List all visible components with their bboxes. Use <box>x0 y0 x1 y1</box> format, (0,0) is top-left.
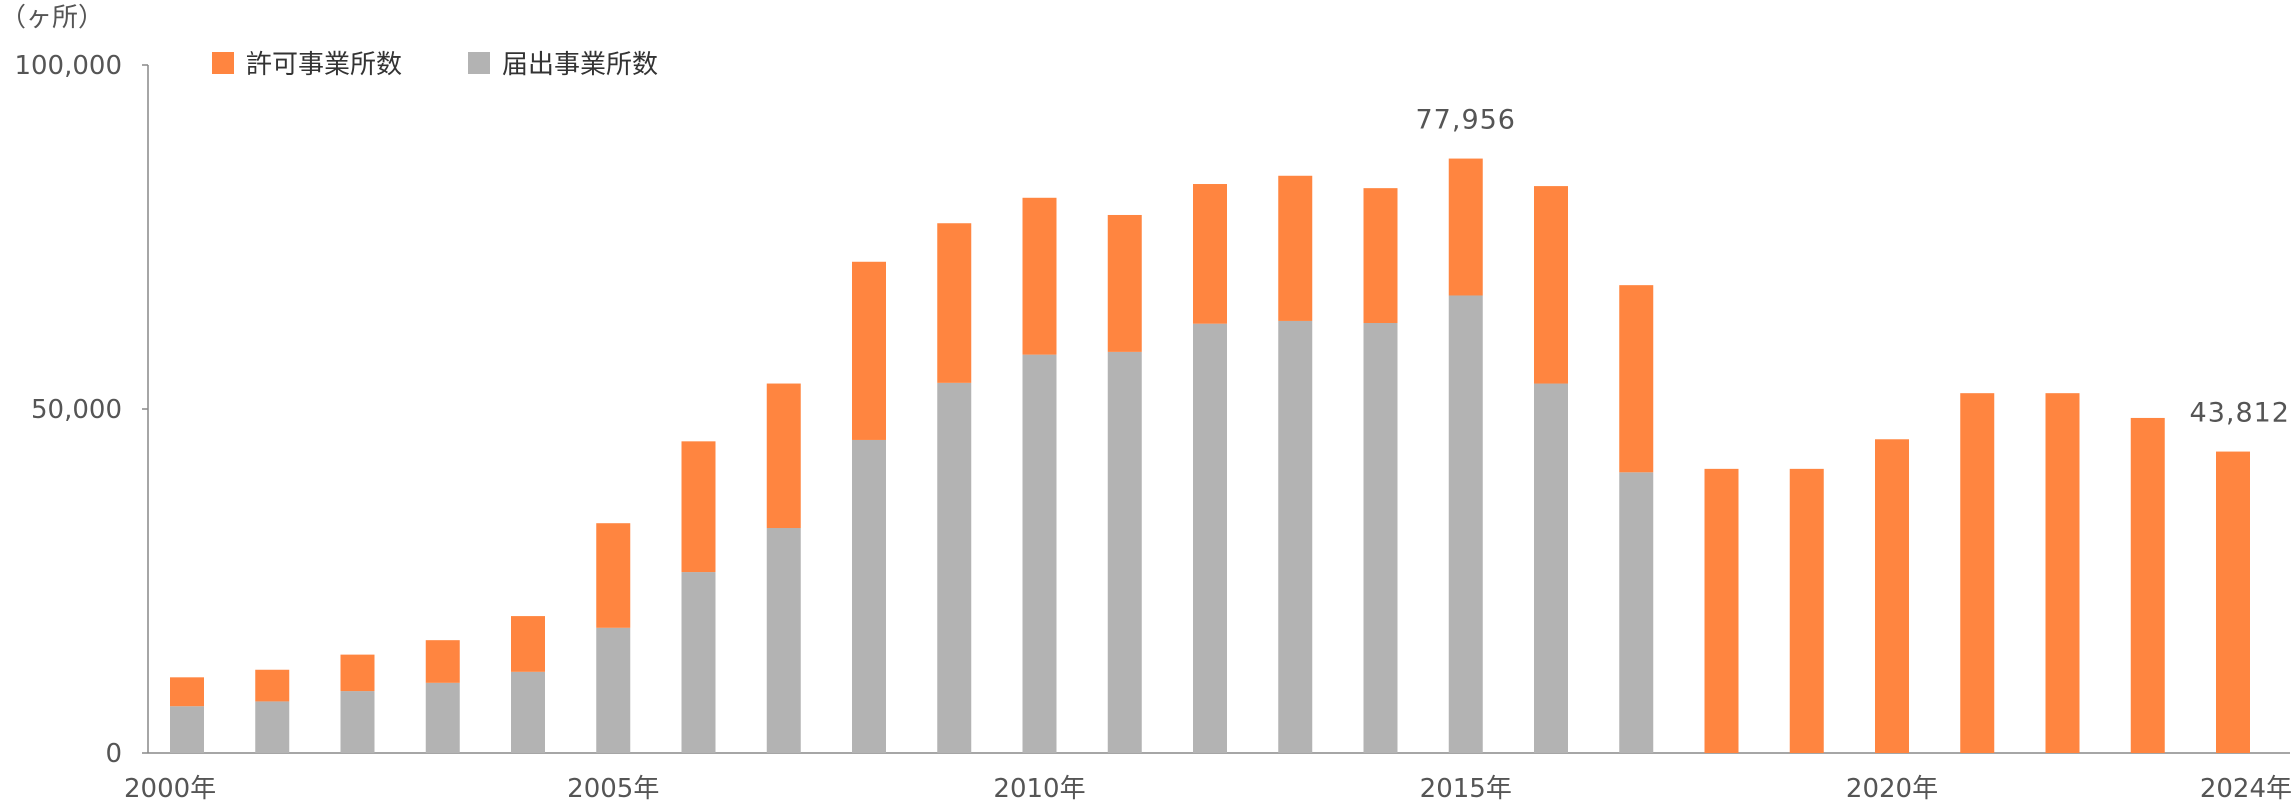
bar-kyoka-3 <box>425 640 460 683</box>
bar-todokede-10 <box>1022 354 1057 753</box>
x-tick-label: 2024年 <box>2200 774 2292 801</box>
bar-kyoka-5 <box>596 523 631 628</box>
bar-todokede-15 <box>1448 295 1483 753</box>
bar-todokede-2 <box>340 691 375 753</box>
bar-todokede-17 <box>1619 472 1654 753</box>
bar-todokede-4 <box>511 671 545 753</box>
x-tick-label: 2010年 <box>993 774 1085 801</box>
bar-todokede-5 <box>596 627 631 753</box>
bar-kyoka-13 <box>1278 175 1313 321</box>
bar-kyoka-1 <box>255 669 290 702</box>
bar-kyoka-24 <box>2216 451 2250 753</box>
data-labels: 77,956 43,812 <box>1416 105 2290 429</box>
bar-todokede-14 <box>1363 323 1398 753</box>
bar-todokede-3 <box>425 682 460 753</box>
x-tick-label: 2005年 <box>567 774 659 801</box>
bar-todokede-8 <box>852 439 886 753</box>
bar-kyoka-19 <box>1789 468 1824 753</box>
y-tick-label: 0 <box>105 739 122 769</box>
bar-kyoka-12 <box>1193 184 1227 324</box>
y-axis-unit-label: （ヶ所） <box>0 3 104 33</box>
bar-todokede-0 <box>170 706 204 753</box>
bar-todokede-13 <box>1278 320 1313 753</box>
legend: 許可事業所数 届出事業所数 <box>212 50 658 80</box>
bar-kyoka-21 <box>1960 393 1995 753</box>
bar-kyoka-7 <box>766 383 801 529</box>
bar-kyoka-8 <box>852 261 886 440</box>
bar-kyoka-4 <box>511 616 545 672</box>
bar-kyoka-10 <box>1022 197 1057 355</box>
data-label: 43,812 <box>2190 398 2290 429</box>
bar-kyoka-16 <box>1534 186 1568 384</box>
x-tick-label: 2020年 <box>1846 774 1938 801</box>
x-tick-label: 2000年 <box>124 774 216 801</box>
x-tick-label: 2015年 <box>1420 774 1512 801</box>
legend-swatch <box>468 52 490 74</box>
bar-todokede-7 <box>766 528 801 753</box>
bar-kyoka-18 <box>1704 468 1739 753</box>
bar-kyoka-11 <box>1107 214 1142 352</box>
bar-kyoka-22 <box>2045 393 2080 753</box>
bar-kyoka-2 <box>340 654 375 692</box>
bar-todokede-9 <box>937 382 972 753</box>
plot-area <box>147 65 2290 754</box>
bar-kyoka-0 <box>170 677 204 707</box>
x-axis-tick-labels: 2000年 2005年 2010年 2015年 2020年 2024年 <box>124 774 2292 801</box>
y-axis-tick-labels: 0 50,000 100,000 <box>14 51 148 769</box>
legend-swatch <box>212 52 234 74</box>
bar-kyoka-14 <box>1363 188 1398 323</box>
legend-label: 許可事業所数 <box>246 50 402 80</box>
bar-todokede-11 <box>1107 351 1142 753</box>
bar-kyoka-20 <box>1875 439 1909 753</box>
y-tick-label: 50,000 <box>31 395 122 425</box>
bar-kyoka-15 <box>1448 158 1483 296</box>
bar-kyoka-17 <box>1619 285 1654 473</box>
bar-todokede-1 <box>255 701 290 753</box>
y-tick-label: 100,000 <box>14 51 122 81</box>
bar-todokede-16 <box>1534 383 1568 753</box>
bar-kyoka-9 <box>937 223 972 383</box>
bar-todokede-6 <box>681 572 716 753</box>
bar-kyoka-6 <box>681 441 716 573</box>
bar-kyoka-23 <box>2130 417 2165 753</box>
legend-label: 届出事業所数 <box>502 50 658 80</box>
bar-todokede-12 <box>1193 323 1227 753</box>
data-label: 77,956 <box>1416 105 1516 136</box>
